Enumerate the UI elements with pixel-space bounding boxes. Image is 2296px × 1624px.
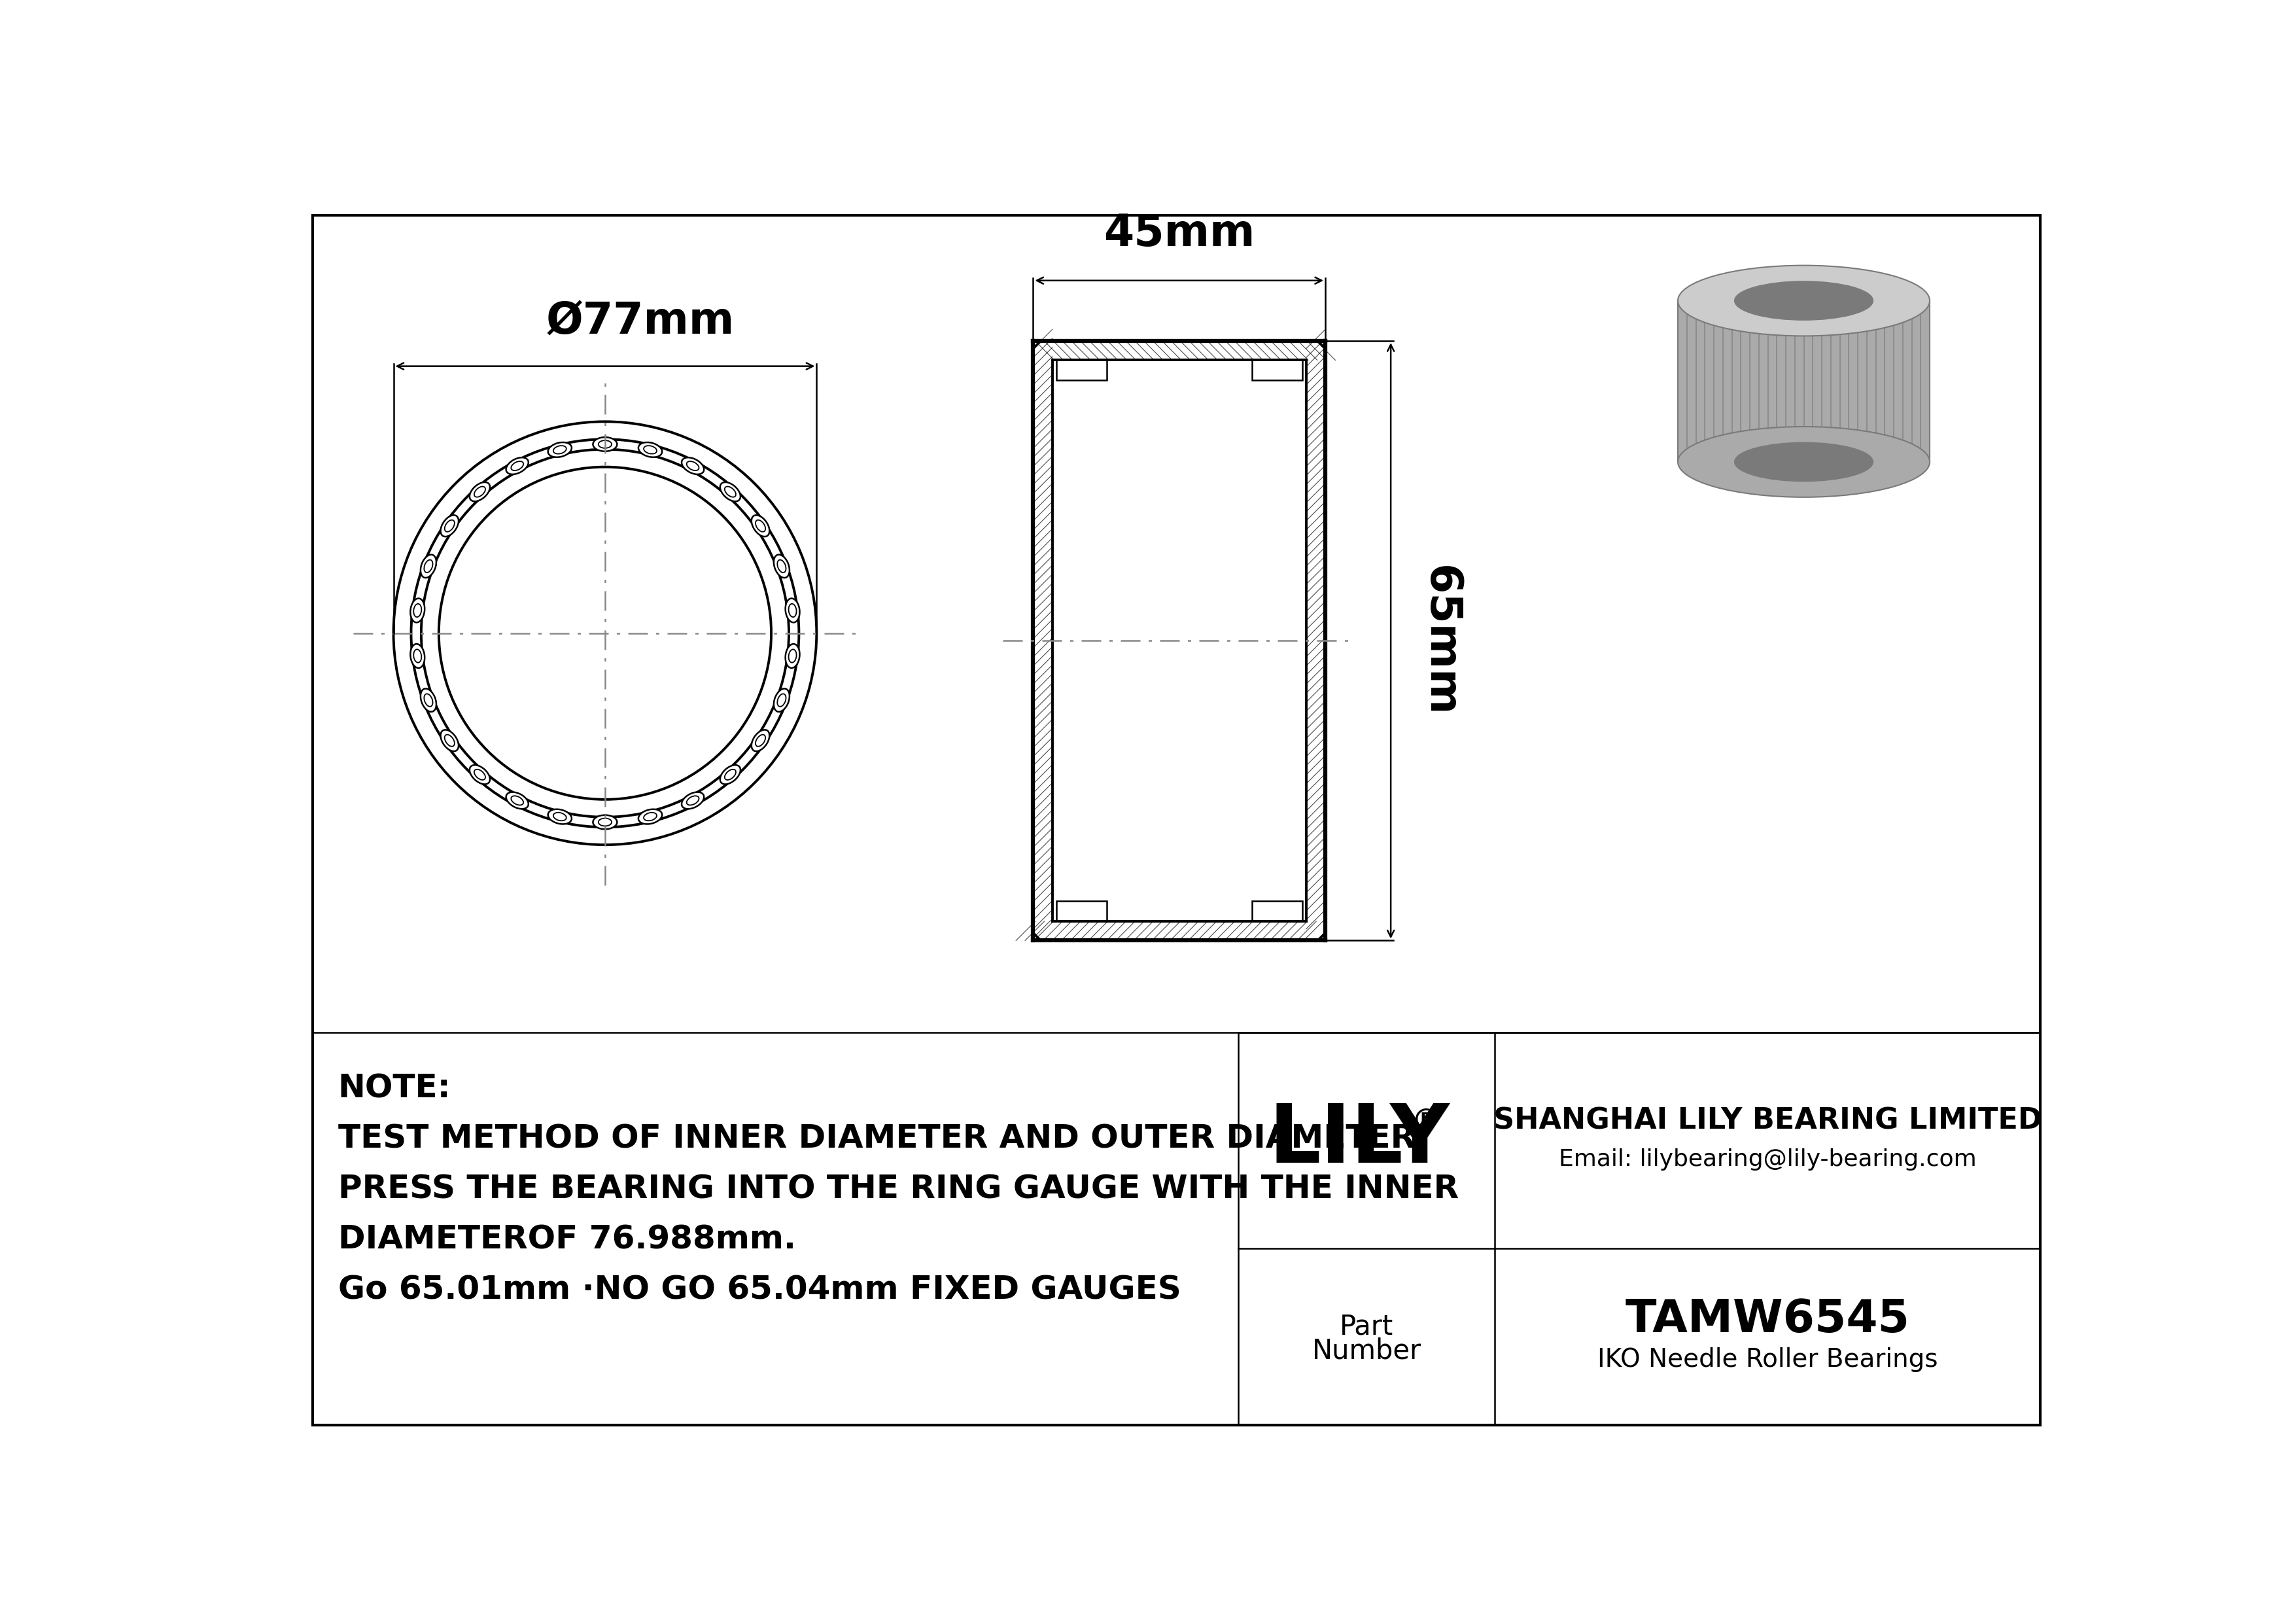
- Bar: [1251, 901, 1302, 921]
- Ellipse shape: [411, 645, 425, 667]
- Ellipse shape: [549, 442, 572, 458]
- Ellipse shape: [1678, 265, 1929, 336]
- Ellipse shape: [643, 445, 657, 453]
- Ellipse shape: [512, 796, 523, 806]
- Ellipse shape: [425, 560, 432, 573]
- Ellipse shape: [441, 515, 459, 536]
- Ellipse shape: [751, 729, 769, 752]
- Ellipse shape: [682, 458, 705, 474]
- Text: 45mm: 45mm: [1104, 213, 1256, 255]
- Polygon shape: [1678, 300, 1929, 461]
- Ellipse shape: [751, 515, 769, 536]
- Text: IKO Needle Roller Bearings: IKO Needle Roller Bearings: [1598, 1346, 1938, 1372]
- Ellipse shape: [505, 458, 528, 474]
- Text: TEST METHOD OF INNER DIAMETER AND OUTER DIAMETER.: TEST METHOD OF INNER DIAMETER AND OUTER …: [338, 1122, 1428, 1155]
- Ellipse shape: [682, 793, 705, 809]
- Ellipse shape: [413, 650, 422, 663]
- Bar: [1056, 901, 1107, 921]
- Ellipse shape: [721, 482, 739, 502]
- Text: ®: ®: [1412, 1108, 1442, 1135]
- Ellipse shape: [726, 770, 737, 780]
- Ellipse shape: [755, 520, 765, 531]
- Ellipse shape: [553, 812, 567, 820]
- Ellipse shape: [425, 693, 432, 706]
- Ellipse shape: [687, 796, 698, 806]
- Ellipse shape: [755, 734, 765, 747]
- Ellipse shape: [788, 650, 797, 663]
- Ellipse shape: [413, 604, 422, 617]
- Text: NOTE:: NOTE:: [338, 1072, 450, 1104]
- Ellipse shape: [512, 461, 523, 471]
- Ellipse shape: [778, 560, 785, 573]
- Bar: [1251, 361, 1302, 380]
- Text: DIAMETEROF 76.988mm.: DIAMETEROF 76.988mm.: [338, 1223, 797, 1255]
- Ellipse shape: [599, 440, 611, 448]
- Ellipse shape: [553, 445, 567, 453]
- Ellipse shape: [643, 812, 657, 820]
- Bar: [1238, 1033, 2041, 1426]
- Ellipse shape: [778, 693, 785, 706]
- Ellipse shape: [441, 729, 459, 752]
- Ellipse shape: [471, 482, 489, 502]
- Text: Email: lilybearing@lily-bearing.com: Email: lilybearing@lily-bearing.com: [1559, 1148, 1977, 1171]
- Ellipse shape: [445, 520, 455, 531]
- Text: Number: Number: [1311, 1337, 1421, 1364]
- Text: LILY: LILY: [1267, 1101, 1449, 1181]
- Ellipse shape: [687, 461, 698, 471]
- Ellipse shape: [411, 598, 425, 622]
- Ellipse shape: [774, 689, 790, 711]
- Ellipse shape: [592, 437, 618, 451]
- Ellipse shape: [475, 770, 484, 780]
- Ellipse shape: [599, 818, 611, 827]
- Text: Ø77mm: Ø77mm: [546, 300, 735, 344]
- Text: TAMW6545: TAMW6545: [1626, 1298, 1910, 1341]
- Ellipse shape: [785, 598, 799, 622]
- Text: Go 65.01mm ·NO GO 65.04mm FIXED GAUGES: Go 65.01mm ·NO GO 65.04mm FIXED GAUGES: [338, 1275, 1180, 1306]
- Ellipse shape: [1678, 427, 1929, 497]
- Ellipse shape: [774, 555, 790, 578]
- Ellipse shape: [638, 442, 661, 458]
- Ellipse shape: [549, 809, 572, 823]
- Ellipse shape: [726, 487, 737, 497]
- Text: PRESS THE BEARING INTO THE RING GAUGE WITH THE INNER: PRESS THE BEARING INTO THE RING GAUGE WI…: [338, 1173, 1458, 1205]
- Ellipse shape: [721, 765, 739, 784]
- Ellipse shape: [788, 604, 797, 617]
- Ellipse shape: [445, 734, 455, 747]
- Ellipse shape: [1733, 281, 1874, 320]
- Ellipse shape: [505, 793, 528, 809]
- Ellipse shape: [475, 487, 484, 497]
- Ellipse shape: [592, 815, 618, 830]
- Ellipse shape: [785, 645, 799, 667]
- Ellipse shape: [420, 555, 436, 578]
- Ellipse shape: [638, 809, 661, 823]
- Ellipse shape: [420, 689, 436, 711]
- Text: SHANGHAI LILY BEARING LIMITED: SHANGHAI LILY BEARING LIMITED: [1492, 1108, 2041, 1135]
- Text: Part: Part: [1339, 1312, 1394, 1340]
- Bar: [1056, 361, 1107, 380]
- Ellipse shape: [471, 765, 489, 784]
- Ellipse shape: [1733, 442, 1874, 481]
- Text: 65mm: 65mm: [1419, 565, 1463, 716]
